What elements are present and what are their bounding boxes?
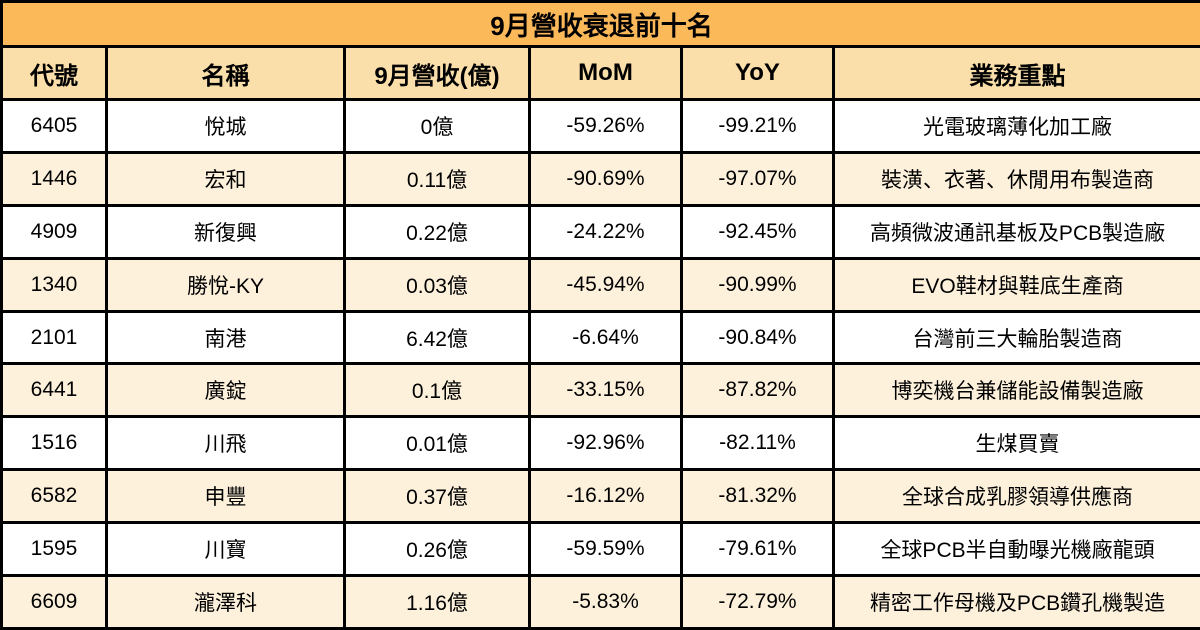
table-cell: 申豐 (105, 468, 346, 525)
table-cell: 台灣前三大輪胎製造商 (831, 309, 1200, 366)
table-cell: 0.26億 (343, 521, 531, 578)
header-cell: 代號 (0, 45, 108, 101)
table-cell: -90.69% (528, 150, 683, 207)
table-cell: -92.45% (680, 203, 835, 260)
table-row: 1340 勝悅-KY 0.03億 -45.94% -90.99% EVO鞋材與鞋底生產商 (0, 256, 1200, 313)
table-cell: 全球合成乳膠領導供應商 (831, 468, 1200, 525)
table-cell: 1446 (0, 150, 108, 207)
table-cell: -6.64% (528, 309, 683, 366)
table-cell: 4909 (0, 203, 108, 260)
table-row: 6609 瀧澤科 1.16億 -5.83% -72.79% 精密工作母機及PCB鑽孔機製造 (0, 574, 1200, 630)
table-cell: 6609 (0, 574, 108, 630)
table-cell: -90.99% (680, 256, 835, 313)
table-cell: 1.16億 (343, 574, 531, 630)
header-cell: YoY (680, 45, 835, 101)
table-cell: 宏和 (105, 150, 346, 207)
table-row: 4909 新復興 0.22億 -24.22% -92.45% 高頻微波通訊基板及PCB製造… (0, 203, 1200, 260)
table-cell: 瀧澤科 (105, 574, 346, 630)
table-cell: 6405 (0, 98, 108, 154)
table-cell: -79.61% (680, 521, 835, 578)
table-cell: 全球PCB半自動曝光機廠龍頭 (831, 521, 1200, 578)
table-cell: -92.96% (528, 415, 683, 472)
table-cell: 0億 (343, 98, 531, 154)
table-row: 1446 宏和 0.11億 -90.69% -97.07% 裝潢、衣著、休閒用布製造商 (0, 150, 1200, 207)
table-cell: 生煤買賣 (831, 415, 1200, 472)
table-cell: 0.37億 (343, 468, 531, 525)
table-cell: 裝潢、衣著、休閒用布製造商 (831, 150, 1200, 207)
table-row: 1516 川飛 0.01億 -92.96% -82.11% 生煤買賣 (0, 415, 1200, 472)
table-cell: 0.01億 (343, 415, 531, 472)
table-cell: 0.11億 (343, 150, 531, 207)
table-cell: -16.12% (528, 468, 683, 525)
table-cell: 廣錠 (105, 362, 346, 419)
table-cell: 光電玻璃薄化加工廠 (831, 98, 1200, 154)
table-cell: 勝悅-KY (105, 256, 346, 313)
table-cell: 博奕機台兼儲能設備製造廠 (831, 362, 1200, 419)
table-cell: 6.42億 (343, 309, 531, 366)
table-cell: 精密工作母機及PCB鑽孔機製造 (831, 574, 1200, 630)
table-row: 6582 申豐 0.37億 -16.12% -81.32% 全球合成乳膠領導供應商 (0, 468, 1200, 525)
table-body: 6405 悅城 0億 -59.26% -99.21% 光電玻璃薄化加工廠 1446 宏和 0.1… (0, 98, 1200, 630)
table-cell: 高頻微波通訊基板及PCB製造廠 (831, 203, 1200, 260)
table-row: 6405 悅城 0億 -59.26% -99.21% 光電玻璃薄化加工廠 (0, 98, 1200, 154)
header-cell: MoM (528, 45, 683, 101)
table-cell: EVO鞋材與鞋底生產商 (831, 256, 1200, 313)
table-cell: 1340 (0, 256, 108, 313)
table-cell: -82.11% (680, 415, 835, 472)
table-row: 2101 南港 6.42億 -6.64% -90.84% 台灣前三大輪胎製造商 (0, 309, 1200, 366)
header-row: 代號 名稱 9月營收(億) MoM YoY 業務重點 (0, 45, 1200, 101)
table-cell: -90.84% (680, 309, 835, 366)
table-title: 9月營收衰退前十名 (0, 0, 1200, 48)
table-cell: -99.21% (680, 98, 835, 154)
table-cell: -33.15% (528, 362, 683, 419)
table-cell: 0.22億 (343, 203, 531, 260)
table-cell: 6441 (0, 362, 108, 419)
table-row: 6441 廣錠 0.1億 -33.15% -87.82% 博奕機台兼儲能設備製造廠 (0, 362, 1200, 419)
table-cell: -81.32% (680, 468, 835, 525)
table-cell: -87.82% (680, 362, 835, 419)
table-cell: 川寶 (105, 521, 346, 578)
table-row: 1595 川寶 0.26億 -59.59% -79.61% 全球PCB半自動曝光機廠龍頭 (0, 521, 1200, 578)
table-cell: 川飛 (105, 415, 346, 472)
table-cell: -72.79% (680, 574, 835, 630)
table-cell: -59.26% (528, 98, 683, 154)
table-cell: 1595 (0, 521, 108, 578)
table-cell: 1516 (0, 415, 108, 472)
table-cell: 6582 (0, 468, 108, 525)
table-cell: 新復興 (105, 203, 346, 260)
table-cell: -5.83% (528, 574, 683, 630)
table-cell: -45.94% (528, 256, 683, 313)
table-cell: 0.1億 (343, 362, 531, 419)
title-row: 9月營收衰退前十名 (0, 0, 1200, 48)
table-cell: -59.59% (528, 521, 683, 578)
table-cell: -24.22% (528, 203, 683, 260)
header-cell: 9月營收(億) (343, 45, 531, 101)
header-cell: 名稱 (105, 45, 346, 101)
header-cell: 業務重點 (831, 45, 1200, 101)
table-cell: 2101 (0, 309, 108, 366)
table-cell: 0.03億 (343, 256, 531, 313)
table-cell: 南港 (105, 309, 346, 366)
table-cell: -97.07% (680, 150, 835, 207)
table-cell: 悅城 (105, 98, 346, 154)
